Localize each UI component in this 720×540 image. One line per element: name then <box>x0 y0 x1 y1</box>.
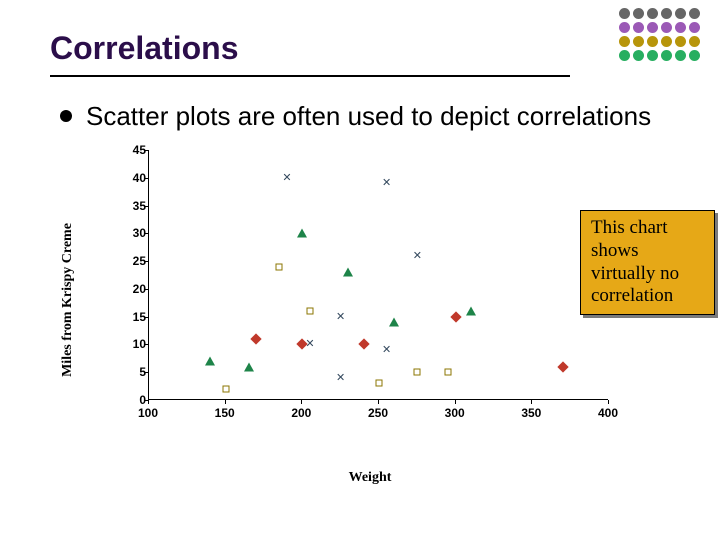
decoration-dot <box>633 8 644 19</box>
data-point: ✕ <box>382 179 391 187</box>
slide-title: Correlations <box>50 30 670 67</box>
callout-text: This chart shows virtually no correlatio… <box>591 217 679 306</box>
data-point <box>414 369 421 376</box>
data-point <box>376 380 383 387</box>
x-tick-label: 250 <box>368 406 388 420</box>
data-point <box>450 311 461 322</box>
decoration-dot <box>619 8 630 19</box>
data-point: ✕ <box>336 374 345 382</box>
decoration-dot <box>633 22 644 33</box>
data-point <box>297 229 307 238</box>
x-tick-label: 300 <box>445 406 465 420</box>
scatter-chart: Miles from Krispy Creme Weight ✕✕✕✕✕✕✕ 0… <box>100 150 640 450</box>
decoration-dot <box>619 36 630 47</box>
data-point <box>466 307 476 316</box>
x-tick-label: 400 <box>598 406 618 420</box>
x-tick-label: 200 <box>291 406 311 420</box>
title-underline <box>50 75 570 77</box>
bullet-item: Scatter plots are often used to depict c… <box>50 101 670 132</box>
data-point <box>307 308 314 315</box>
x-tick-label: 350 <box>521 406 541 420</box>
data-point <box>222 385 229 392</box>
x-tick-label: 150 <box>215 406 235 420</box>
data-point: ✕ <box>282 174 291 182</box>
decoration-dot <box>647 22 658 33</box>
data-point: ✕ <box>382 346 391 354</box>
plot-area: ✕ ✕ ✕ ✕ ✕ ✕ ✕ <box>148 150 608 400</box>
slide: Correlations Scatter plots are often use… <box>0 0 720 540</box>
callout-box: This chart shows virtually no correlatio… <box>580 210 715 315</box>
decoration-dot <box>675 36 686 47</box>
data-point <box>251 333 262 344</box>
decoration-dot <box>647 36 658 47</box>
decoration-dot <box>633 36 644 47</box>
corner-decoration <box>619 8 700 64</box>
decoration-dot <box>689 22 700 33</box>
decoration-dot <box>619 22 630 33</box>
data-point <box>358 339 369 350</box>
data-point <box>276 263 283 270</box>
decoration-dot <box>661 22 672 33</box>
decoration-dot <box>619 50 630 61</box>
decoration-dot <box>647 8 658 19</box>
data-point <box>343 268 353 277</box>
decoration-dot <box>689 50 700 61</box>
decoration-dot <box>675 22 686 33</box>
data-point: ✕ <box>305 340 314 348</box>
x-axis-label: Weight <box>349 470 392 486</box>
decoration-dot <box>675 50 686 61</box>
decoration-dot <box>689 36 700 47</box>
data-point <box>445 369 452 376</box>
decoration-dot <box>661 8 672 19</box>
data-point <box>389 318 399 327</box>
bullet-text: Scatter plots are often used to depict c… <box>86 101 651 132</box>
x-tick-label: 100 <box>138 406 158 420</box>
data-point <box>557 361 568 372</box>
decoration-dot <box>661 36 672 47</box>
decoration-dot <box>633 50 644 61</box>
decoration-dot <box>647 50 658 61</box>
decoration-dot <box>689 8 700 19</box>
data-point: ✕ <box>413 252 422 260</box>
y-axis-label: Miles from Krispy Creme <box>60 223 76 377</box>
data-point <box>205 357 215 366</box>
data-point: ✕ <box>336 313 345 321</box>
decoration-dot <box>661 50 672 61</box>
decoration-dot <box>675 8 686 19</box>
data-point <box>244 362 254 371</box>
bullet-icon <box>60 110 72 122</box>
